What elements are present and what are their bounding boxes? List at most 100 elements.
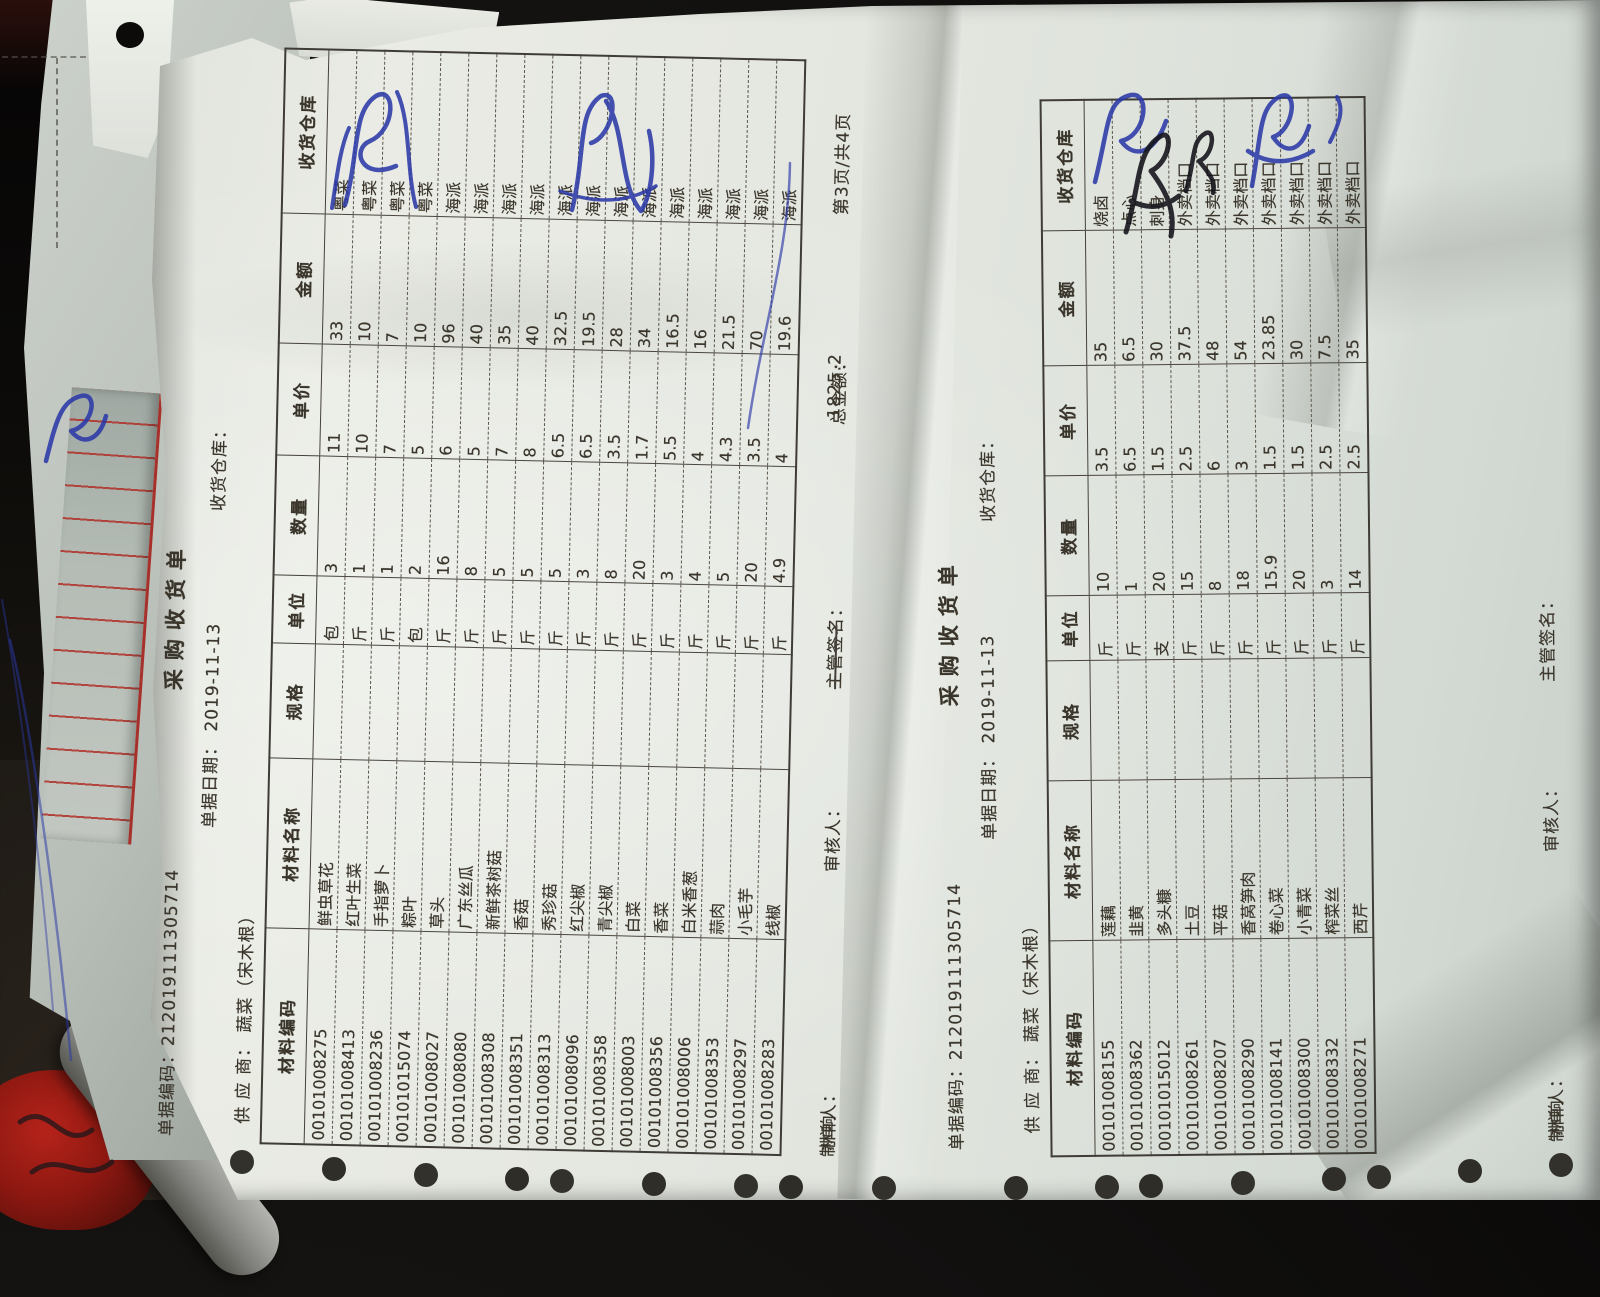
cell-name: 平菇 [1203,779,1233,940]
cell-unit: 包 [315,576,345,646]
cell-spec [1117,660,1148,781]
cell-unit: 支 [1145,595,1174,661]
cell-name: 线椒 [756,769,790,941]
cell-price: 4 [683,352,715,466]
cell-warehouse: 海派 [773,59,806,226]
cell-warehouse: 海派 [605,55,637,222]
cell-name: 草头 [420,761,453,933]
cell-qty: 16 [428,458,460,580]
cell-unit: 斤 [623,583,653,652]
cell-name: 西芹 [1343,777,1374,939]
cell-spec [1341,657,1372,779]
cell-name: 莲藕 [1091,780,1121,941]
perforation-line [56,58,58,248]
column-header: 材料名称 [1047,780,1093,942]
cell-amount: 16.5 [658,222,690,353]
cell-price: 2.5 [1170,364,1200,476]
cell-code: 00101008261 [1176,939,1208,1155]
cell-qty: 1 [372,457,404,579]
materials-table: 材料编码 材料名称 规格 单位 数量 单价 金额 收货仓库 00101008155 莲藕斤 10 3… [1039,95,1377,1158]
cell-code: 00101015012 [1148,939,1180,1156]
cell-amount: 48 [1197,229,1227,365]
cell-unit: 斤 [735,585,765,655]
cell-warehouse: 海派 [549,54,581,221]
cell-name: 手指萝卜 [364,760,397,932]
cell-amount: 10 [350,215,382,346]
cell-warehouse: 海派 [521,53,553,220]
cell-warehouse: 外卖档口 [1252,97,1282,230]
cell-warehouse: 刺身 [1140,99,1170,231]
supplier: 供 应 商： 蔬菜（宋木根） [1021,916,1044,1134]
cell-spec [1145,660,1176,781]
cell-warehouse: 海派 [437,52,469,218]
cell-qty: 3 [316,456,348,578]
cell-unit: 斤 [1201,594,1230,660]
column-header: 单位 [1045,595,1090,662]
cell-spec [732,653,764,770]
cell-amount: 35 [490,218,522,349]
cell-qty: 5 [512,460,544,582]
cell-unit: 斤 [483,580,513,649]
cell-unit: 斤 [679,584,709,654]
cell-name: 多头糠 [1147,780,1177,941]
cell-price: 5 [403,346,435,459]
crease [170,240,850,390]
cell-spec [648,651,680,768]
footer-supervisor: 主管签名： [1537,591,1559,683]
cell-warehouse: 海派 [465,52,497,219]
cell-spec [1173,659,1204,781]
cell-qty: 20 [1143,475,1174,596]
cell-name: 土豆 [1175,779,1205,940]
cell-qty: 1 [344,457,376,578]
cell-spec [564,650,596,766]
cell-spec [1313,658,1344,779]
receipt-page-4: 单据编码：212019111305714 采购收货单 单据日期： 2019-11… [919,81,1600,1158]
cell-price: 8 [515,348,547,462]
cell-amount: 40 [518,218,550,350]
cell-warehouse: 粤菜 [353,50,385,216]
footer-auditor: 审核人： [822,799,845,873]
cell-name: 小青菜 [1287,778,1317,939]
cell-spec [452,647,484,764]
cell-name: 香菇 [504,763,537,935]
column-header: 数量 [1044,475,1090,597]
cell-spec [1089,660,1120,781]
cell-warehouse: 海派 [661,57,693,223]
cell-amount: 30 [1281,228,1311,364]
cell-qty: 8 [1199,474,1230,595]
doc-date: 单据日期： 2019-11-13 [978,634,1001,841]
cell-code: 00101008300 [1288,938,1320,1154]
cell-amount: 16 [686,222,718,354]
cell-unit: 斤 [371,577,401,647]
cell-amount: 28 [602,220,634,352]
footer-maker: 制单人： 林响 [1546,1069,1568,1143]
cell-unit: 斤 [1285,593,1314,659]
cell-price: 1.5 [1282,363,1312,474]
cell-unit: 斤 [1257,593,1286,660]
cell-qty: 4.9 [764,466,797,588]
cell-warehouse: 粤菜 [409,51,441,218]
cell-code: 00101008155 [1092,940,1124,1156]
footer-maker: 制单人： 林响 [818,1084,841,1158]
cell-amount: 37.5 [1169,229,1199,366]
cell-qty: 20 [1283,473,1314,594]
cell-spec [1229,659,1260,780]
cell-unit: 斤 [539,581,569,651]
cell-price: 10 [347,345,379,458]
cell-spec [760,654,792,771]
hole-punch [116,22,144,48]
cell-warehouse: 海派 [633,56,665,223]
cell-spec [704,653,736,769]
cell-price: 6 [431,346,463,460]
cell-amount: 40 [462,217,494,349]
cell-price: 11 [319,344,351,458]
cell-warehouse: 粤菜 [325,49,357,216]
column-header: 材料编码 [260,928,309,1145]
cell-price: 5 [459,347,491,461]
cell-amount: 7 [378,215,410,347]
cell-spec [312,644,344,760]
cell-amount: 7.5 [1309,228,1339,364]
cell-warehouse: 点心 [1112,99,1142,231]
footer-page: 第3页/共4页 [831,112,855,216]
cell-price: 5.5 [655,352,687,465]
